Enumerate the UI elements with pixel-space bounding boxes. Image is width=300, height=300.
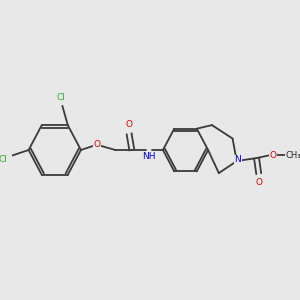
Text: Cl: Cl [0, 155, 8, 164]
Text: O: O [126, 120, 133, 129]
Text: N: N [234, 155, 241, 164]
Text: O: O [255, 178, 262, 187]
Text: CH₃: CH₃ [285, 151, 300, 160]
Text: O: O [270, 151, 277, 160]
Text: O: O [93, 140, 100, 149]
Text: NH: NH [142, 152, 156, 161]
Text: Cl: Cl [56, 93, 65, 102]
